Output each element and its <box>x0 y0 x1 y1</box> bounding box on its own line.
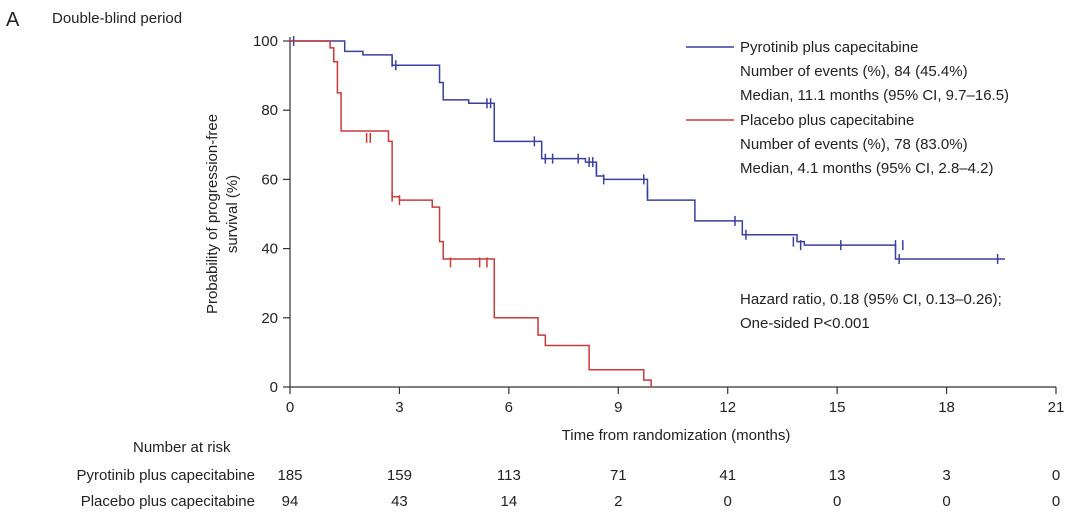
legend-median-placebo: Median, 4.1 months (95% CI, 2.8–4.2) <box>740 160 993 177</box>
y-tick-label: 80 <box>261 102 278 119</box>
risk-value: 94 <box>282 493 299 510</box>
x-tick-label: 3 <box>395 399 403 416</box>
risk-value: 159 <box>387 467 412 484</box>
y-tick-label: 60 <box>261 171 278 188</box>
y-tick-label: 0 <box>270 379 278 396</box>
risk-row-label-pyrotinib: Pyrotinib plus capecitabine <box>77 467 255 484</box>
x-tick-label: 15 <box>829 399 846 416</box>
risk-value: 71 <box>610 467 627 484</box>
risk-value: 3 <box>942 467 950 484</box>
x-axis-label: Time from randomization (months) <box>562 427 791 444</box>
risk-value: 0 <box>833 493 841 510</box>
x-tick-label: 6 <box>505 399 513 416</box>
risk-value: 0 <box>1052 467 1060 484</box>
legend-series-placebo: Placebo plus capecitabine <box>740 112 914 129</box>
axes: 0 20 40 60 80 100 0 3 6 9 12 15 18 21 <box>253 33 1064 416</box>
y-axis-label-line2: survival (%) <box>224 175 241 253</box>
series-layer <box>290 36 1005 387</box>
risk-value: 14 <box>501 493 518 510</box>
y-axis-label-line1: Probability of progression-free <box>204 114 221 314</box>
x-tick-label: 0 <box>286 399 294 416</box>
series-0 <box>290 36 1005 264</box>
x-tick-label: 21 <box>1048 399 1065 416</box>
period-label: Double-blind period <box>52 10 182 27</box>
y-tick-label: 100 <box>253 33 278 50</box>
risk-value: 13 <box>829 467 846 484</box>
x-tick-label: 12 <box>719 399 736 416</box>
x-tick-label: 9 <box>614 399 622 416</box>
legend-series-pyrotinib: Pyrotinib plus capecitabine <box>740 39 918 56</box>
risk-row-label-placebo: Placebo plus capecitabine <box>81 493 255 510</box>
hazard-ratio-line2: One-sided P<0.001 <box>740 315 870 332</box>
risk-value: 0 <box>1052 493 1060 510</box>
legend-median-pyrotinib: Median, 11.1 months (95% CI, 9.7–16.5) <box>740 87 1009 104</box>
risk-value: 0 <box>942 493 950 510</box>
risk-table-values: 185 159 113 71 41 13 3 0 94 43 14 2 0 0 0 0 <box>277 467 1060 510</box>
risk-value: 0 <box>724 493 732 510</box>
y-tick-label: 20 <box>261 310 278 327</box>
risk-table-title: Number at risk <box>133 439 231 456</box>
y-axis-label: Probability of progression-free survival… <box>204 114 241 314</box>
legend-events-pyrotinib: Number of events (%), 84 (45.4%) <box>740 63 968 80</box>
risk-value: 185 <box>277 467 302 484</box>
series-1 <box>290 40 652 387</box>
panel-label: A <box>6 9 20 31</box>
x-tick-label: 18 <box>938 399 955 416</box>
km-curve-1 <box>290 40 652 387</box>
hazard-ratio-annotation: Hazard ratio, 0.18 (95% CI, 0.13–0.26); … <box>740 291 1002 332</box>
risk-value: 113 <box>497 467 521 484</box>
risk-value: 41 <box>719 467 736 484</box>
y-tick-label: 40 <box>261 241 278 258</box>
risk-value: 43 <box>391 493 408 510</box>
legend: Pyrotinib plus capecitabine Number of ev… <box>686 39 1009 177</box>
legend-events-placebo: Number of events (%), 78 (83.0%) <box>740 136 968 153</box>
risk-value: 2 <box>614 493 622 510</box>
hazard-ratio-line1: Hazard ratio, 0.18 (95% CI, 0.13–0.26); <box>740 291 1002 308</box>
